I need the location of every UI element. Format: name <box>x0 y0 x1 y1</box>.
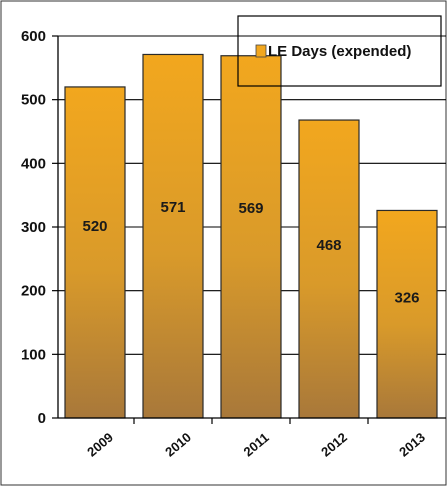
bar-2009 <box>64 86 126 419</box>
axes: 0 100 200 300 400 500 600 <box>21 28 446 427</box>
legend-box <box>237 15 442 87</box>
y-tick-label: 300 <box>21 219 46 236</box>
y-tick-label: 100 <box>21 346 46 363</box>
y-tick-label: 500 <box>21 92 46 109</box>
x-tick-label-2011: 2011 <box>240 430 271 460</box>
bar-2012 <box>298 119 360 419</box>
legend: LE Days (expended) <box>237 15 442 87</box>
x-tick-label-2012: 2012 <box>318 430 350 460</box>
legend-label: LE Days (expended) <box>268 43 411 60</box>
bar-2010 <box>142 53 204 419</box>
y-tick-label: 400 <box>21 155 46 172</box>
data-label-2013: 326 <box>394 290 419 307</box>
y-tick-label: 200 <box>21 283 46 300</box>
x-tick-label-2013: 2013 <box>396 430 428 460</box>
bar-2013 <box>376 209 438 419</box>
x-tick-label-2009: 2009 <box>84 430 116 460</box>
data-label-2010: 571 <box>160 199 185 216</box>
bars <box>64 53 438 419</box>
y-tick-label: 0 <box>38 410 46 427</box>
data-label-2012: 468 <box>316 237 341 254</box>
y-tick-label: 600 <box>21 28 46 45</box>
data-label-2011: 569 <box>238 200 263 217</box>
x-tick-label-2010: 2010 <box>162 430 194 460</box>
data-label-2009: 520 <box>82 218 107 235</box>
bar-2011 <box>220 55 282 419</box>
legend-swatch <box>255 44 267 58</box>
